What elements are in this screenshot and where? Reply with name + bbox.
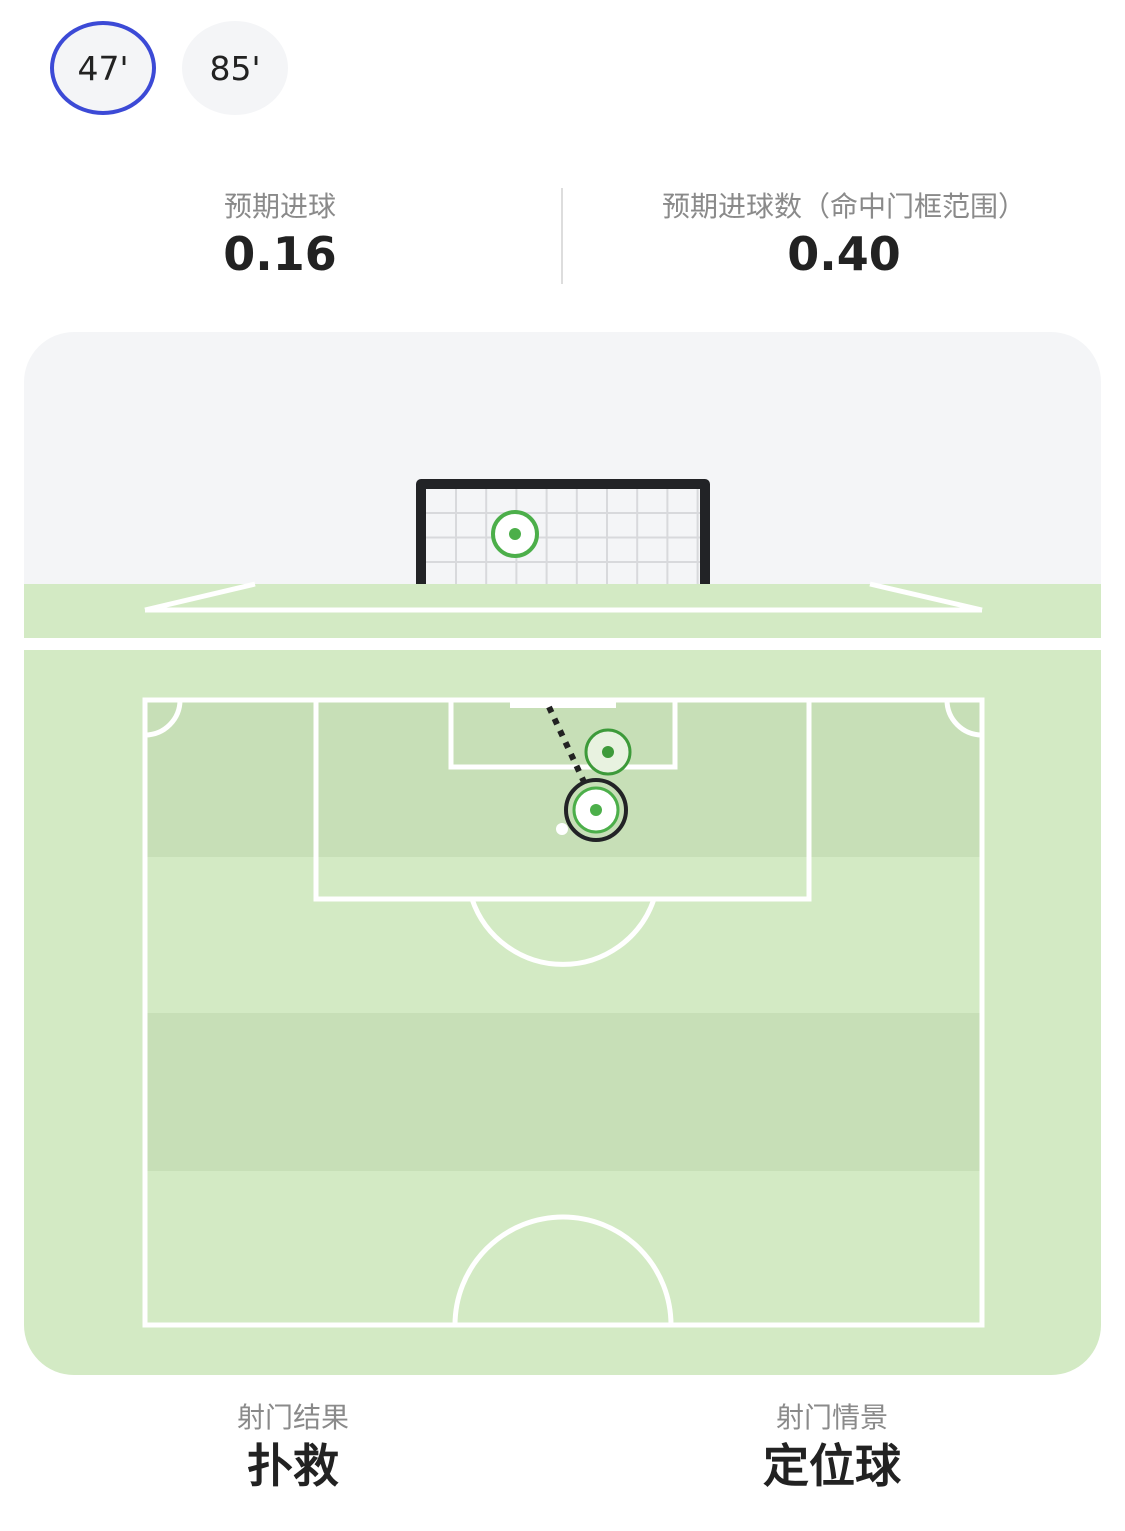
tab-minute-85[interactable]: 85': [182, 21, 288, 115]
selected-shot-ring: [564, 778, 628, 842]
xgot-value: 0.40: [787, 227, 901, 281]
separator: [24, 638, 1101, 650]
shot-situation: 射门情景 定位球: [682, 1398, 982, 1494]
shot-situation-label: 射门情景: [775, 1401, 888, 1434]
shot-situation-value: 定位球: [763, 1439, 901, 1493]
shot-dot: [590, 804, 602, 816]
goal-area-line: [144, 581, 983, 613]
shot-result-label: 射门结果: [236, 1401, 349, 1434]
goal-background: [24, 332, 1101, 584]
shot-result: 射门结果 扑救: [143, 1398, 443, 1494]
pitch-lines: [142, 697, 985, 1328]
shot-trajectory: [546, 705, 587, 784]
pitch-stripe: [145, 1013, 982, 1171]
ball-icon: [556, 823, 568, 835]
shot-dot: [602, 746, 614, 758]
shot-dot: [509, 528, 521, 540]
divider: [561, 188, 563, 284]
shot-result-value: 扑救: [247, 1439, 339, 1493]
xgot-label: 预期进球数（命中门框范围）: [661, 190, 1026, 223]
xg-label: 预期进球: [223, 190, 336, 223]
xg-value: 0.16: [223, 227, 337, 281]
tab-label: 47': [77, 48, 129, 88]
tab-label: 85': [209, 48, 261, 88]
goal-frame: [416, 479, 710, 584]
xgot-stat: 预期进球数（命中门框范围） 0.40: [594, 188, 1094, 282]
tab-minute-47[interactable]: 47': [50, 21, 156, 115]
goal-net: [425, 488, 701, 584]
xg-stat: 预期进球 0.16: [130, 188, 430, 282]
